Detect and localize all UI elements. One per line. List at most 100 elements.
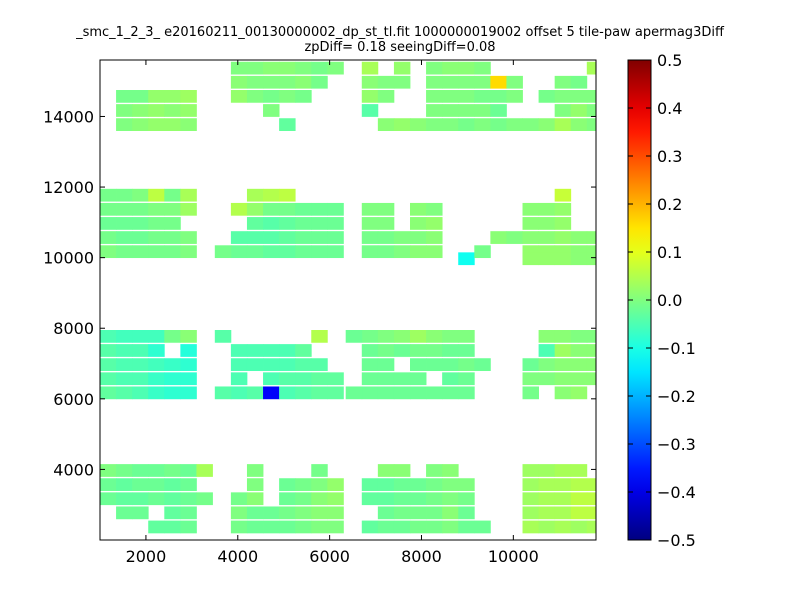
heatmap-cell — [148, 330, 165, 343]
colorbar-tick-label: 0.5 — [657, 51, 682, 70]
heatmap-cell — [570, 464, 588, 477]
heatmap-cell — [263, 344, 280, 357]
heatmap-cell — [132, 202, 149, 216]
heatmap-cell — [586, 372, 596, 386]
heatmap-cell — [132, 90, 149, 103]
heatmap-cell — [180, 464, 197, 477]
heatmap-cell — [345, 330, 363, 343]
heatmap-cell — [474, 75, 491, 89]
heatmap-cell — [570, 252, 588, 266]
heatmap-cell — [522, 464, 539, 477]
heatmap-cell — [132, 372, 149, 386]
heatmap-cell — [458, 506, 475, 520]
heatmap-cell — [295, 344, 312, 357]
heatmap-cell — [295, 231, 312, 244]
heatmap-cell — [180, 386, 197, 400]
heatmap-cell — [586, 90, 596, 103]
heatmap-cell — [295, 217, 312, 230]
heatmap-cell — [426, 61, 443, 75]
heatmap-cell — [586, 520, 596, 534]
heatmap-cell — [132, 217, 149, 230]
heatmap-cell — [538, 252, 556, 266]
heatmap-cell — [327, 245, 344, 259]
heatmap-cell — [458, 358, 475, 371]
heatmap-cell — [442, 386, 459, 400]
heatmap-cell — [377, 464, 395, 477]
heatmap-cell — [230, 492, 248, 506]
heatmap-cell — [393, 386, 411, 400]
heatmap-cell — [164, 358, 181, 371]
heatmap-cell — [361, 202, 379, 216]
heatmap-cell — [474, 61, 491, 75]
heatmap-cell — [246, 520, 264, 534]
heatmap-cell — [116, 217, 133, 230]
heatmap-cell — [295, 386, 312, 400]
chart-subtitle: zpDiff= 0.18 seeingDiff=0.08 — [304, 40, 496, 55]
heatmap-cell — [295, 245, 312, 259]
heatmap-cell — [377, 75, 395, 89]
heatmap-cell — [554, 330, 572, 343]
heatmap-cell — [263, 386, 280, 400]
heatmap-cell — [458, 75, 475, 89]
heatmap-cell — [279, 202, 296, 216]
heatmap-cell — [327, 61, 344, 75]
heatmap-cell — [554, 506, 572, 520]
heatmap-cell — [295, 90, 312, 103]
heatmap-cell — [311, 330, 328, 343]
heatmap-cell — [442, 464, 459, 477]
heatmap-cell — [116, 464, 133, 477]
heatmap-cell — [311, 245, 328, 259]
heatmap-cell — [295, 358, 312, 371]
heatmap-cell — [263, 61, 280, 75]
heatmap-cell — [263, 506, 280, 520]
heatmap-cell — [230, 344, 248, 357]
heatmap-cell — [246, 506, 264, 520]
heatmap-cell — [263, 520, 280, 534]
heatmap-cell — [263, 358, 280, 371]
heatmap-cell — [361, 520, 379, 534]
heatmap-cell — [246, 344, 264, 357]
heatmap-cell — [246, 90, 264, 103]
heatmap-cell — [426, 217, 443, 230]
heatmap-cell — [132, 104, 149, 117]
heatmap-cell — [490, 231, 507, 244]
heatmap-cell — [230, 245, 248, 259]
colorbar-tick-label: −0.5 — [657, 531, 696, 550]
heatmap-cell — [246, 75, 264, 89]
heatmap-cell — [426, 245, 443, 259]
colorbar-tick-label: −0.4 — [657, 483, 696, 502]
colorbar — [628, 60, 651, 540]
heatmap-cells — [100, 61, 596, 534]
heatmap-cell — [410, 478, 427, 491]
heatmap-cell — [148, 492, 165, 506]
heatmap-cell — [116, 104, 133, 117]
heatmap-cell — [116, 90, 133, 103]
heatmap-cell — [442, 61, 459, 75]
y-tick-label: 8000 — [53, 319, 94, 338]
heatmap-cell — [164, 464, 181, 477]
heatmap-cell — [538, 520, 556, 534]
heatmap-cell — [311, 478, 328, 491]
heatmap-cell — [327, 520, 344, 534]
heatmap-cell — [426, 231, 443, 244]
heatmap-cell — [393, 372, 411, 386]
y-tick-label: 14000 — [43, 107, 94, 126]
heatmap-cell — [230, 202, 248, 216]
heatmap-cell — [295, 520, 312, 534]
heatmap-cell — [361, 90, 379, 103]
heatmap-cell — [442, 344, 459, 357]
heatmap-cell — [586, 252, 596, 266]
heatmap-cell — [458, 90, 475, 103]
heatmap-cell — [180, 520, 197, 534]
heatmap-cell — [393, 520, 411, 534]
y-tick-label: 12000 — [43, 178, 94, 197]
heatmap-cell — [458, 492, 475, 506]
heatmap-cell — [132, 330, 149, 343]
heatmap-cell — [377, 478, 395, 491]
heatmap-cell — [164, 118, 181, 131]
heatmap-cell — [214, 386, 232, 400]
heatmap-cell — [116, 386, 133, 400]
heatmap-cell — [164, 202, 181, 216]
